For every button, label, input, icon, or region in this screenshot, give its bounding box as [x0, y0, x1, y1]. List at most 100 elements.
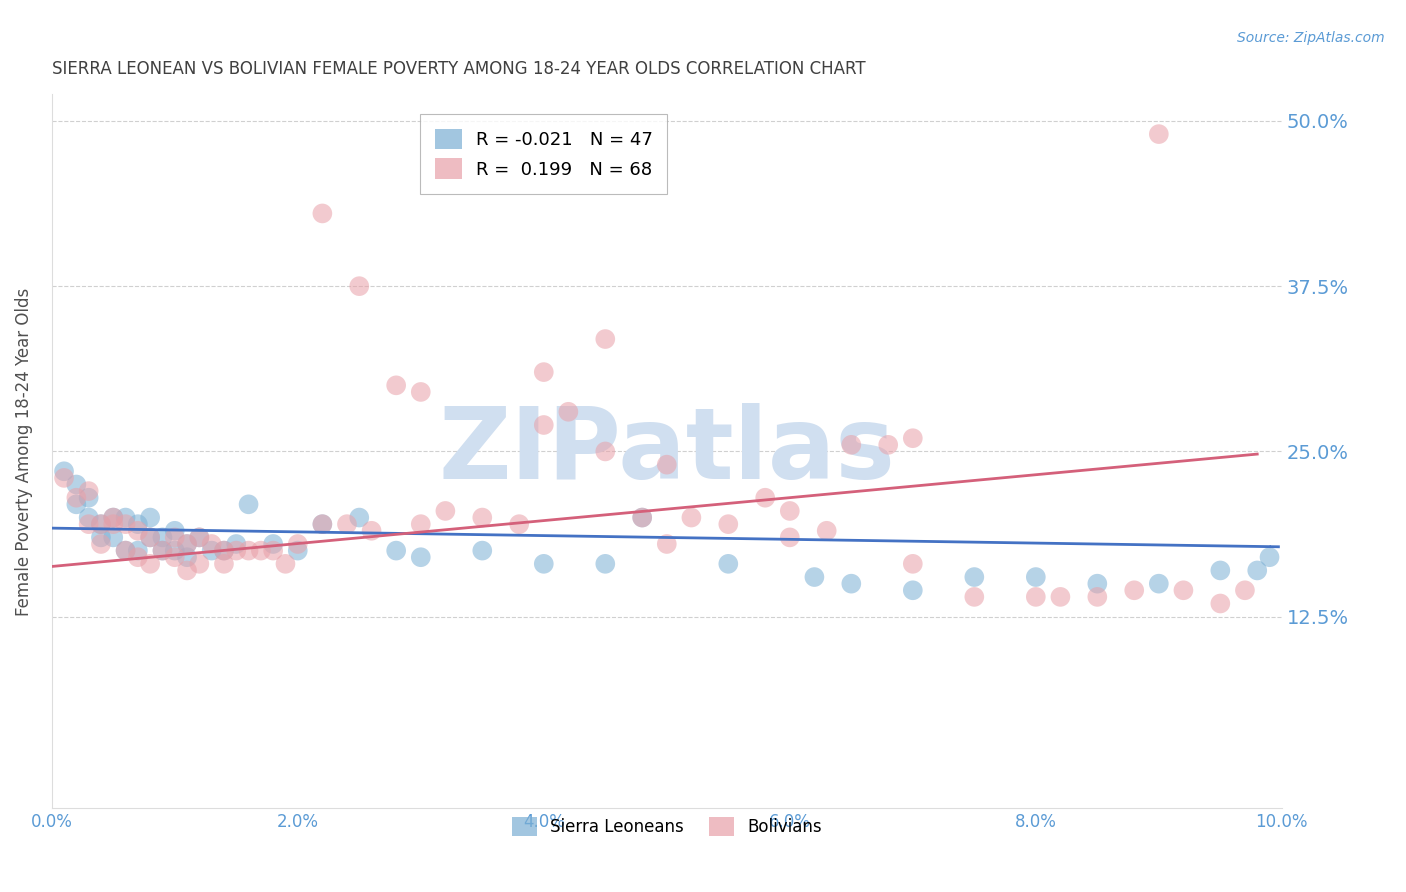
Point — [65, 477, 87, 491]
Point — [1049, 590, 1071, 604]
Point — [139, 530, 162, 544]
Point — [77, 484, 100, 499]
Point — [901, 557, 924, 571]
Point — [103, 510, 125, 524]
Point — [1025, 570, 1047, 584]
Point — [631, 510, 654, 524]
Point — [1025, 590, 1047, 604]
Point — [287, 543, 309, 558]
Point — [262, 537, 284, 551]
Y-axis label: Female Poverty Among 18-24 Year Olds: Female Poverty Among 18-24 Year Olds — [15, 287, 32, 615]
Legend: Sierra Leoneans, Bolivians: Sierra Leoneans, Bolivians — [505, 810, 828, 843]
Point — [595, 332, 617, 346]
Point — [250, 543, 273, 558]
Point — [287, 537, 309, 551]
Point — [152, 543, 174, 558]
Point — [533, 365, 555, 379]
Point — [212, 557, 235, 571]
Text: Source: ZipAtlas.com: Source: ZipAtlas.com — [1237, 31, 1385, 45]
Point — [508, 517, 530, 532]
Point — [188, 530, 211, 544]
Point — [212, 543, 235, 558]
Point — [963, 590, 986, 604]
Point — [103, 530, 125, 544]
Point — [471, 510, 494, 524]
Point — [409, 517, 432, 532]
Point — [225, 543, 247, 558]
Point — [595, 557, 617, 571]
Point — [176, 537, 198, 551]
Point — [103, 517, 125, 532]
Point — [877, 438, 900, 452]
Point — [360, 524, 382, 538]
Point — [77, 491, 100, 505]
Text: SIERRA LEONEAN VS BOLIVIAN FEMALE POVERTY AMONG 18-24 YEAR OLDS CORRELATION CHAR: SIERRA LEONEAN VS BOLIVIAN FEMALE POVERT… — [52, 60, 865, 78]
Point — [127, 517, 149, 532]
Point — [225, 537, 247, 551]
Point — [533, 557, 555, 571]
Point — [114, 510, 136, 524]
Point — [779, 530, 801, 544]
Point — [188, 557, 211, 571]
Point — [349, 279, 371, 293]
Point — [901, 583, 924, 598]
Point — [90, 517, 112, 532]
Point — [311, 517, 333, 532]
Point — [65, 497, 87, 511]
Point — [839, 576, 862, 591]
Point — [655, 537, 678, 551]
Point — [409, 384, 432, 399]
Point — [274, 557, 297, 571]
Point — [779, 504, 801, 518]
Point — [65, 491, 87, 505]
Point — [201, 543, 224, 558]
Point — [176, 550, 198, 565]
Point — [1209, 564, 1232, 578]
Point — [434, 504, 457, 518]
Point — [631, 510, 654, 524]
Point — [717, 557, 740, 571]
Point — [127, 543, 149, 558]
Point — [114, 543, 136, 558]
Point — [152, 530, 174, 544]
Point — [238, 497, 260, 511]
Point — [139, 510, 162, 524]
Point — [1233, 583, 1256, 598]
Point — [349, 510, 371, 524]
Point — [176, 537, 198, 551]
Point — [90, 517, 112, 532]
Point — [53, 471, 76, 485]
Point — [262, 543, 284, 558]
Point — [163, 550, 186, 565]
Point — [152, 543, 174, 558]
Point — [385, 378, 408, 392]
Point — [336, 517, 359, 532]
Point — [212, 543, 235, 558]
Point — [139, 530, 162, 544]
Point — [103, 510, 125, 524]
Point — [681, 510, 703, 524]
Point — [176, 564, 198, 578]
Point — [127, 550, 149, 565]
Point — [803, 570, 825, 584]
Point — [139, 557, 162, 571]
Point — [53, 464, 76, 478]
Point — [201, 537, 224, 551]
Point — [1123, 583, 1146, 598]
Point — [533, 417, 555, 432]
Point — [655, 458, 678, 472]
Point — [839, 438, 862, 452]
Point — [90, 537, 112, 551]
Point — [1147, 127, 1170, 141]
Point — [1173, 583, 1195, 598]
Point — [114, 543, 136, 558]
Point — [557, 405, 579, 419]
Point — [409, 550, 432, 565]
Point — [754, 491, 776, 505]
Point — [163, 524, 186, 538]
Point — [163, 543, 186, 558]
Point — [815, 524, 838, 538]
Point — [238, 543, 260, 558]
Point — [114, 517, 136, 532]
Point — [311, 517, 333, 532]
